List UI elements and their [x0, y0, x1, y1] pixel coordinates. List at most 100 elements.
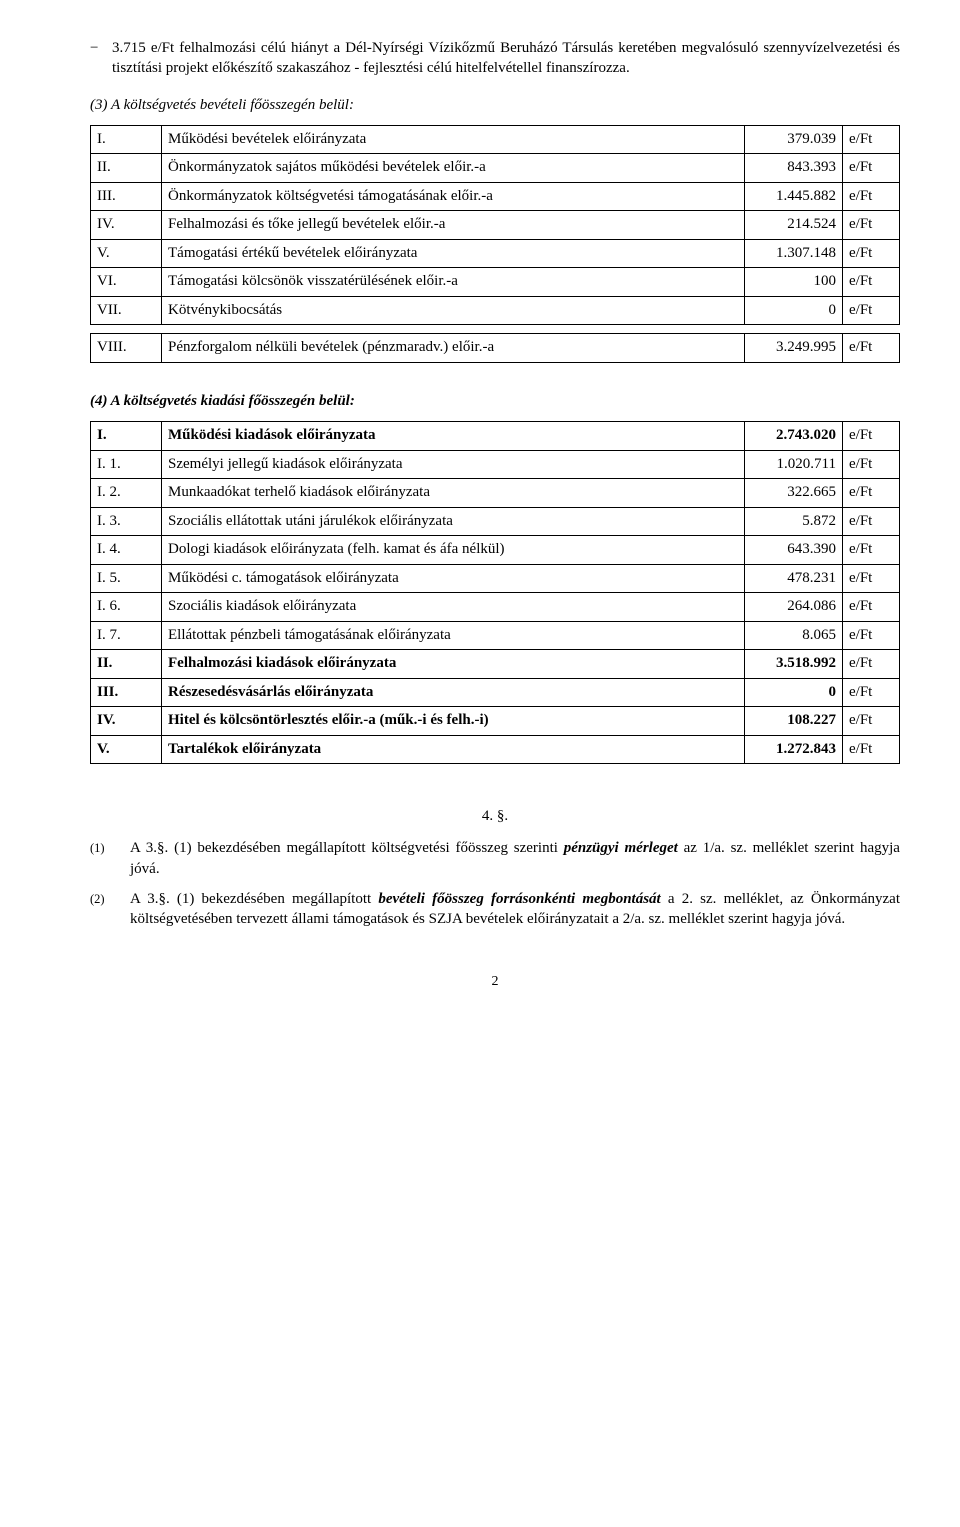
row-num: I.	[91, 422, 162, 451]
row-unit: e/Ft	[843, 507, 900, 536]
paragraph-2: (2) A 3.§. (1) bekezdésében megállapítot…	[90, 889, 900, 930]
row-unit: e/Ft	[843, 678, 900, 707]
row-desc: Támogatási értékű bevételek előirányzata	[162, 239, 745, 268]
paragraph-2-emph: bevételi főösszeg forrásonkénti megbontá…	[378, 891, 660, 907]
expenditure-table: I.Működési kiadások előirányzata2.743.02…	[90, 421, 900, 764]
row-unit: e/Ft	[843, 621, 900, 650]
table-row: I. 5.Működési c. támogatások előirányzat…	[91, 564, 900, 593]
table-row: IV.Hitel és kölcsöntörlesztés előir.-a (…	[91, 707, 900, 736]
table-row: I.Működési kiadások előirányzata2.743.02…	[91, 422, 900, 451]
paragraph-1-emph: pénzügyi mérleget	[564, 840, 678, 856]
row-value: 843.393	[745, 154, 843, 183]
row-value: 1.272.843	[745, 735, 843, 764]
row-desc: Működési kiadások előirányzata	[162, 422, 745, 451]
row-num: I. 3.	[91, 507, 162, 536]
table-row: I. 6.Szociális kiadások előirányzata264.…	[91, 593, 900, 622]
row-value: 264.086	[745, 593, 843, 622]
table-row: IV.Felhalmozási és tőke jellegű bevétele…	[91, 211, 900, 240]
row-desc: Részesedésvásárlás előirányzata	[162, 678, 745, 707]
section4-heading: (4) A költségvetés kiadási főösszegén be…	[90, 391, 900, 411]
row-unit: e/Ft	[843, 650, 900, 679]
row-desc: Felhalmozási és tőke jellegű bevételek e…	[162, 211, 745, 240]
row-num: VII.	[91, 296, 162, 325]
row-desc: Működési c. támogatások előirányzata	[162, 564, 745, 593]
row-desc: Dologi kiadások előirányzata (felh. kama…	[162, 536, 745, 565]
revenue-table-b: VIII.Pénzforgalom nélküli bevételek (pén…	[90, 333, 900, 363]
table-row: I. 7.Ellátottak pénzbeli támogatásának e…	[91, 621, 900, 650]
row-num: I. 4.	[91, 536, 162, 565]
table-row: VI.Támogatási kölcsönök visszatérüléséne…	[91, 268, 900, 297]
row-value: 643.390	[745, 536, 843, 565]
row-num: I.	[91, 125, 162, 154]
row-desc: Személyi jellegű kiadások előirányzata	[162, 450, 745, 479]
row-desc: Kötvénykibocsátás	[162, 296, 745, 325]
row-desc: Hitel és kölcsöntörlesztés előir.-a (műk…	[162, 707, 745, 736]
paragraph-2-num: (2)	[90, 889, 130, 930]
table-row: I. 1.Személyi jellegű kiadások előirányz…	[91, 450, 900, 479]
row-unit: e/Ft	[843, 268, 900, 297]
row-desc: Szociális kiadások előirányzata	[162, 593, 745, 622]
row-num: I. 1.	[91, 450, 162, 479]
row-desc: Támogatási kölcsönök visszatérülésének e…	[162, 268, 745, 297]
row-value: 108.227	[745, 707, 843, 736]
table-row: I. 2.Munkaadókat terhelő kiadások előirá…	[91, 479, 900, 508]
row-value: 8.065	[745, 621, 843, 650]
table-row: V.Támogatási értékű bevételek előirányza…	[91, 239, 900, 268]
row-desc: Szociális ellátottak utáni járulékok elő…	[162, 507, 745, 536]
row-num: I. 7.	[91, 621, 162, 650]
row-value: 3.518.992	[745, 650, 843, 679]
section3-heading: (3) A költségvetés bevételi főösszegén b…	[90, 95, 900, 115]
row-unit: e/Ft	[843, 450, 900, 479]
table-row: I.Működési bevételek előirányzata379.039…	[91, 125, 900, 154]
row-value: 322.665	[745, 479, 843, 508]
table-row: III.Önkormányzatok költségvetési támogat…	[91, 182, 900, 211]
table-row: I. 3.Szociális ellátottak utáni járuléko…	[91, 507, 900, 536]
row-unit: e/Ft	[843, 479, 900, 508]
section-4-title: 4. §.	[90, 806, 900, 826]
row-desc: Önkormányzatok sajátos működési bevétele…	[162, 154, 745, 183]
revenue-table-a: I.Működési bevételek előirányzata379.039…	[90, 125, 900, 326]
row-desc: Pénzforgalom nélküli bevételek (pénzmara…	[162, 334, 745, 363]
row-value: 2.743.020	[745, 422, 843, 451]
row-num: I. 6.	[91, 593, 162, 622]
row-num: II.	[91, 154, 162, 183]
row-desc: Ellátottak pénzbeli támogatásának előirá…	[162, 621, 745, 650]
paragraph-1-body: A 3.§. (1) bekezdésében megállapított kö…	[130, 838, 900, 879]
row-value: 214.524	[745, 211, 843, 240]
row-num: IV.	[91, 707, 162, 736]
bullet-dash: −	[90, 38, 112, 79]
paragraph-1-num: (1)	[90, 838, 130, 879]
table-row: III.Részesedésvásárlás előirányzata0e/Ft	[91, 678, 900, 707]
row-unit: e/Ft	[843, 735, 900, 764]
row-num: IV.	[91, 211, 162, 240]
table-row: VIII.Pénzforgalom nélküli bevételek (pén…	[91, 334, 900, 363]
row-unit: e/Ft	[843, 422, 900, 451]
row-unit: e/Ft	[843, 182, 900, 211]
row-value: 5.872	[745, 507, 843, 536]
row-num: III.	[91, 182, 162, 211]
table-row: I. 4.Dologi kiadások előirányzata (felh.…	[91, 536, 900, 565]
row-desc: Felhalmozási kiadások előirányzata	[162, 650, 745, 679]
row-num: I. 2.	[91, 479, 162, 508]
row-unit: e/Ft	[843, 334, 900, 363]
row-num: V.	[91, 735, 162, 764]
row-num: V.	[91, 239, 162, 268]
row-unit: e/Ft	[843, 125, 900, 154]
row-desc: Tartalékok előirányzata	[162, 735, 745, 764]
table-row: II.Önkormányzatok sajátos működési bevét…	[91, 154, 900, 183]
paragraph-2-body: A 3.§. (1) bekezdésében megállapított be…	[130, 889, 900, 930]
bullet-paragraph: − 3.715 e/Ft felhalmozási célú hiányt a …	[90, 38, 900, 79]
row-value: 379.039	[745, 125, 843, 154]
row-num: VIII.	[91, 334, 162, 363]
row-value: 1.020.711	[745, 450, 843, 479]
row-desc: Munkaadókat terhelő kiadások előirányzat…	[162, 479, 745, 508]
paragraph-1: (1) A 3.§. (1) bekezdésében megállapítot…	[90, 838, 900, 879]
row-unit: e/Ft	[843, 154, 900, 183]
row-unit: e/Ft	[843, 536, 900, 565]
row-value: 478.231	[745, 564, 843, 593]
row-value: 0	[745, 678, 843, 707]
bullet-text: 3.715 e/Ft felhalmozási célú hiányt a Dé…	[112, 38, 900, 79]
page-number: 2	[90, 973, 900, 992]
row-value: 0	[745, 296, 843, 325]
row-value: 3.249.995	[745, 334, 843, 363]
